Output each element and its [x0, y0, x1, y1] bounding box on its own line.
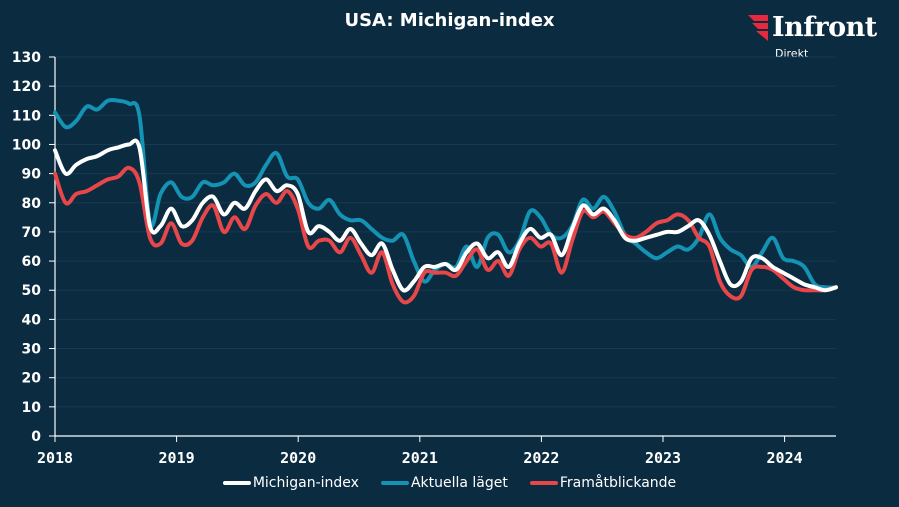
- x-tick-label: 2018: [37, 449, 73, 467]
- x-tick-label: 2023: [645, 449, 681, 467]
- legend-swatch: [529, 481, 558, 485]
- legend-swatch: [380, 481, 409, 485]
- infront-logo-icon: [748, 15, 768, 41]
- x-tick-label: 2024: [767, 449, 803, 467]
- y-tick-label: 20: [22, 371, 42, 387]
- y-tick-label: 90: [22, 167, 42, 183]
- legend-label: Michigan-index: [252, 475, 359, 491]
- x-tick-label: 2019: [159, 449, 195, 467]
- chart-title: USA: Michigan-index: [344, 10, 555, 31]
- series-framatblickande: [53, 165, 838, 305]
- x-tick-label: 2022: [523, 449, 559, 467]
- legend-swatch: [222, 481, 251, 485]
- y-tick-label: 0: [31, 429, 41, 445]
- x-tick-label: 2021: [402, 449, 438, 467]
- y-tick-label: 60: [22, 254, 42, 270]
- x-tick-label: 2020: [280, 449, 316, 467]
- series-lines: [53, 97, 838, 305]
- y-tick-label: 50: [22, 283, 42, 299]
- legend-label: Aktuella läget: [410, 475, 508, 491]
- y-tick-label: 40: [22, 312, 42, 328]
- legend-label: Framåtblickande: [559, 475, 677, 491]
- logo-brand-text: Infront: [772, 12, 877, 43]
- y-tick-label: 70: [22, 225, 42, 241]
- series-michigan-index: [53, 138, 838, 293]
- y-tick-label: 100: [12, 137, 41, 153]
- y-tick-label: 130: [12, 50, 41, 66]
- legend-item-michigan-index: Michigan-index: [222, 475, 359, 491]
- y-axis: 0 10 20 30 40 50 60 70 80 90 100 110 120 130: [12, 50, 56, 445]
- y-tick-label: 110: [12, 108, 41, 124]
- y-tick-label: 80: [22, 196, 42, 212]
- x-axis: 2018 2019 2020 2021 2022 2023 2024: [37, 435, 836, 467]
- legend-item-framatblickande: Framåtblickande: [529, 475, 677, 491]
- y-tick-label: 30: [22, 342, 42, 358]
- y-tick-label: 120: [12, 79, 41, 95]
- legend-item-aktuella-laget: Aktuella läget: [380, 475, 508, 491]
- legend: Michigan-index Aktuella läget Framåtblic…: [0, 475, 899, 491]
- y-tick-label: 10: [22, 400, 42, 416]
